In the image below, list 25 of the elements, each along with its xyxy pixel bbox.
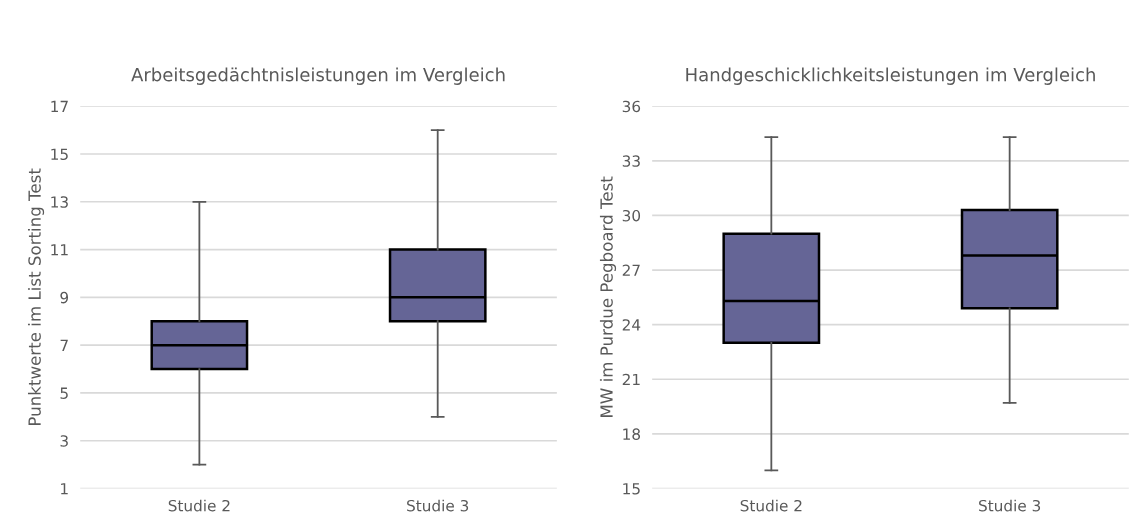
y-tick-label: 7 — [60, 339, 68, 351]
y-tick-label: 9 — [60, 291, 69, 304]
y-tick-label: 27 — [622, 264, 640, 276]
y-tick-label: 18 — [623, 428, 641, 440]
x-tick-label: Studie 2 — [168, 499, 230, 512]
y-tick-label: 3 — [60, 435, 68, 447]
y-axis-title: Punktwerte im List Sorting Test — [27, 168, 45, 425]
x-tick-label: Studie 3 — [407, 499, 469, 512]
x-tick-label: Studie 3 — [979, 499, 1041, 512]
y-tick-label: 17 — [51, 100, 68, 112]
y-tick-label: 15 — [51, 148, 68, 161]
y-tick-label: 24 — [622, 319, 641, 331]
chart-title: Handgeschicklichkeitsleistungen im Vergleich — [686, 67, 1095, 85]
y-tick-label: 33 — [622, 155, 640, 167]
y-tick-label: 36 — [622, 100, 641, 113]
y-tick-label: 21 — [622, 373, 640, 386]
y-tick-label: 11 — [51, 244, 68, 256]
y-tick-label: 5 — [60, 387, 68, 399]
chart-title: Arbeitsgedächtnisleistungen im Vergleich — [131, 67, 505, 85]
x-tick-label: Studie 2 — [740, 499, 802, 512]
y-tick-label: 1 — [61, 483, 68, 495]
y-tick-label: 13 — [51, 196, 68, 208]
y-tick-label: 15 — [623, 483, 640, 495]
y-tick-label: 30 — [622, 209, 641, 222]
y-axis-title: MW im Purdue Pegboard Test — [599, 176, 617, 417]
